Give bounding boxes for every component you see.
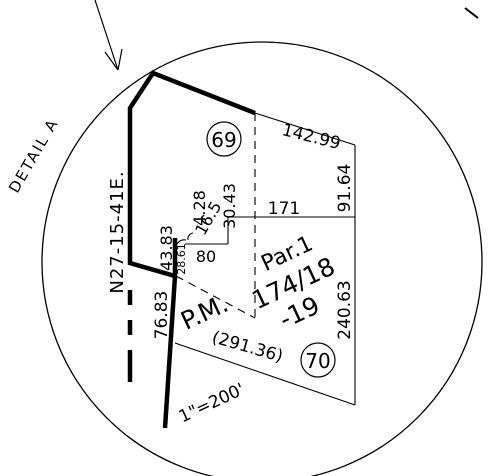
dimension-30-43: 30.43	[220, 183, 239, 229]
parcel-number-69: 69	[211, 128, 236, 152]
detail-label: DETAIL A	[5, 115, 62, 196]
scale-label: 1"=200'	[176, 380, 248, 428]
dimension-291-36: (291.36)	[210, 328, 285, 367]
heavy-boundary	[127, 70, 256, 429]
dimension-43-83: 43.83	[157, 225, 176, 271]
dimension-91-64: 91.64	[335, 164, 355, 213]
dimension-76-83: 76.83	[152, 291, 172, 340]
corner-callouts	[174, 232, 194, 253]
dashed-lines	[175, 113, 256, 322]
dimension-240-63: 240.63	[335, 280, 355, 339]
detail-circle	[41, 41, 483, 476]
dimension-80: 80	[196, 247, 216, 266]
leader-arrow	[94, 0, 123, 71]
bearing-label: N27-15-41E.	[107, 170, 128, 293]
parcel-number-70: 70	[305, 349, 330, 373]
parcel-map-pm: P.M.	[176, 289, 232, 336]
parcel-boundaries	[174, 112, 356, 406]
dimension-171: 171	[268, 199, 300, 219]
corner-fragment	[464, 7, 479, 19]
dimension-28-61: 28.61	[175, 243, 188, 275]
dimension-4-28: 4.28	[190, 190, 209, 226]
parcel-circle-70	[300, 342, 336, 378]
parcel-circle-69	[206, 121, 242, 157]
dimension-142-99: 142.99	[280, 120, 343, 154]
